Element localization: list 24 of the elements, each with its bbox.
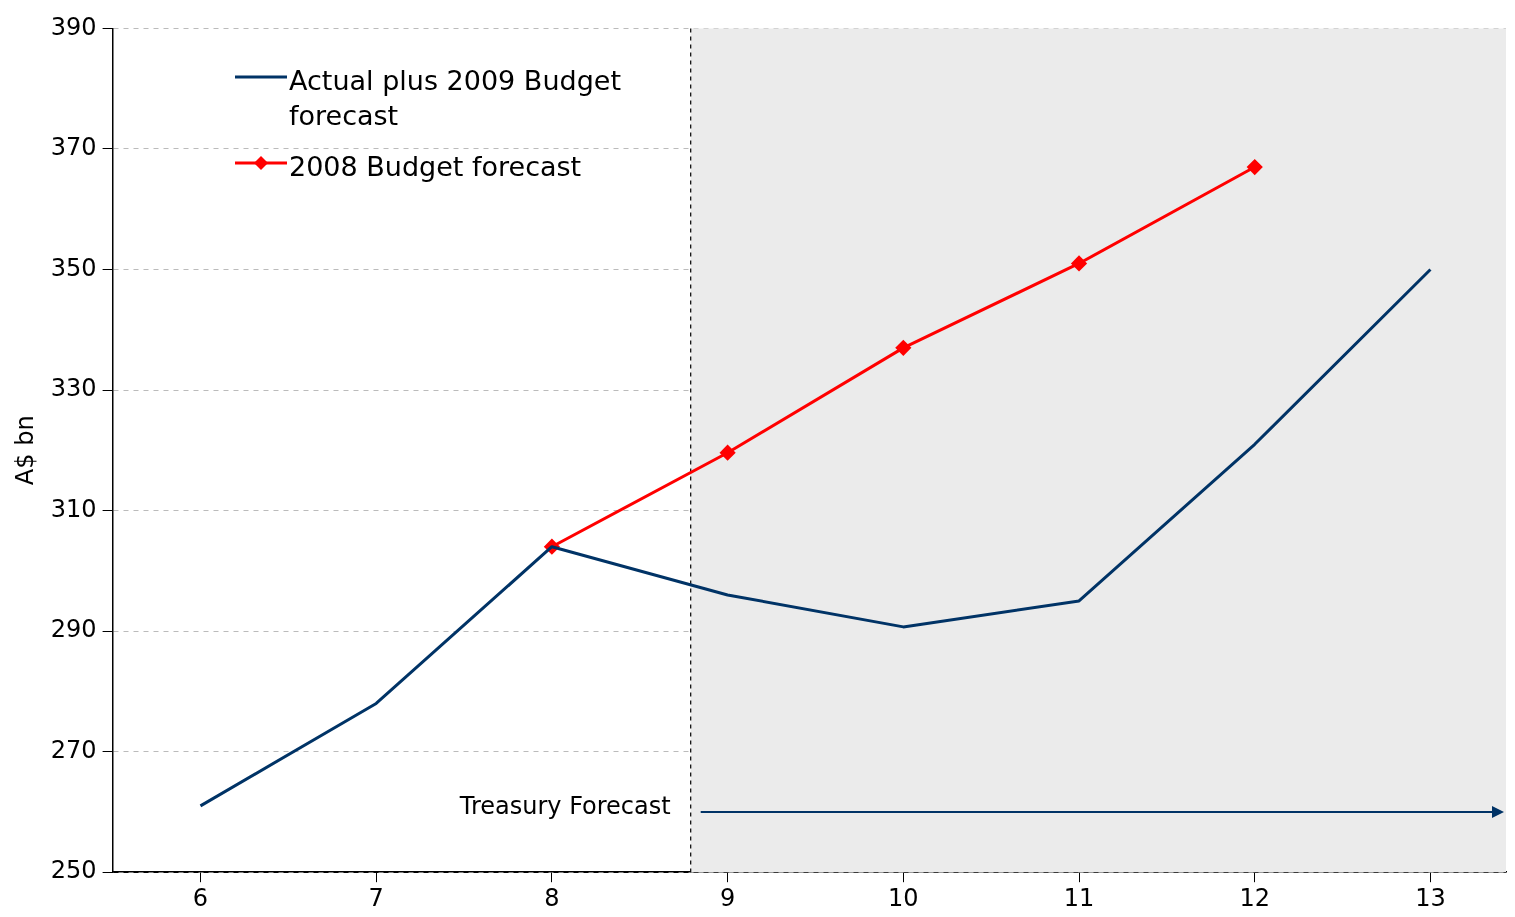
legend-label: Actual plus 2009 Budget forecast (289, 64, 622, 133)
y-tick-label: 270 (50, 735, 97, 764)
x-tick-label: 9 (719, 883, 736, 912)
point (1247, 159, 1263, 175)
y-tick-label: 390 (50, 12, 97, 41)
x-tick-label: 12 (1239, 883, 1271, 912)
point (1071, 255, 1087, 271)
legend-label: 2008 Budget forecast (289, 150, 582, 184)
point (895, 340, 911, 356)
y-tick-label: 250 (50, 856, 97, 885)
point (720, 445, 736, 461)
x-tick-label: 11 (1063, 883, 1095, 912)
x-tick-label: 13 (1415, 883, 1446, 912)
x-tick-label: 10 (888, 883, 919, 912)
x-tick-label: 8 (544, 883, 560, 912)
x-tick-label: 7 (368, 883, 384, 912)
x-tick-label: 6 (192, 883, 209, 912)
y-tick-label: 290 (50, 615, 97, 644)
y-axis-title: A$ bn (10, 415, 39, 486)
y-tick-label: 370 (50, 133, 97, 162)
y-tick-label: 350 (50, 253, 97, 282)
y-tick-label: 310 (50, 494, 97, 523)
band-label: Treasury Forecast (458, 792, 671, 821)
y-tick-label: 330 (50, 374, 97, 403)
